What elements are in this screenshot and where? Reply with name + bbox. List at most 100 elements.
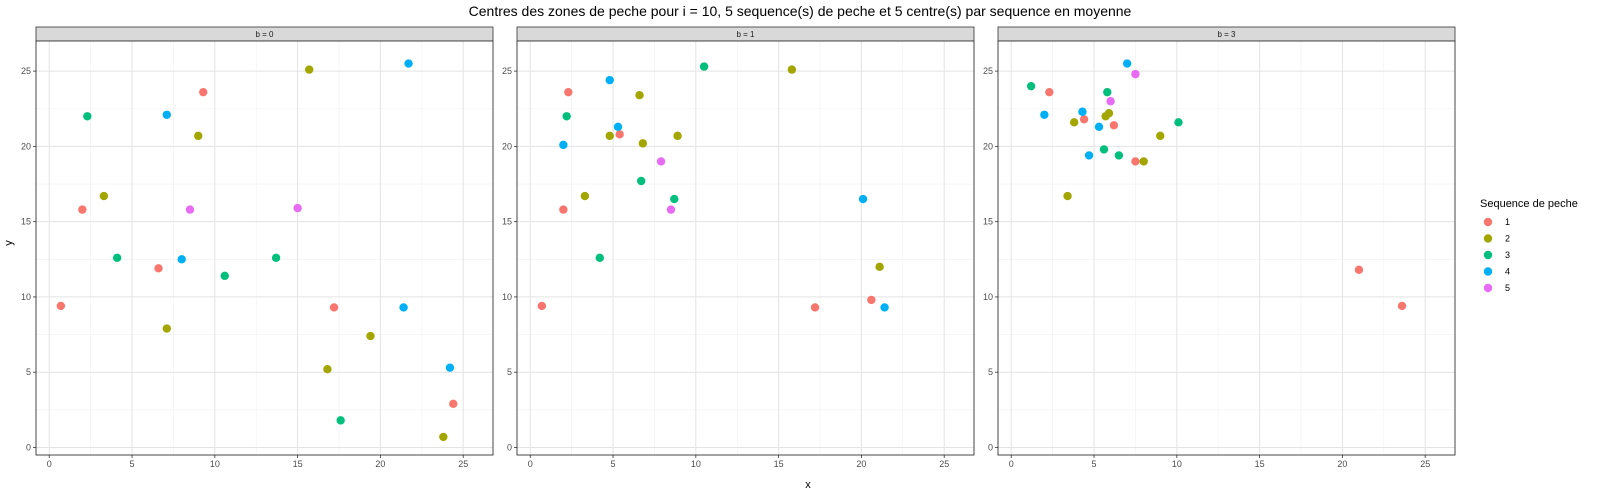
- x-tick-label: 20: [856, 459, 866, 469]
- data-point: [656, 157, 666, 166]
- panel-background: [517, 41, 974, 455]
- y-tick-label: 25: [502, 66, 512, 76]
- data-point: [404, 59, 413, 68]
- data-point: [305, 65, 314, 74]
- data-point: [1139, 157, 1148, 166]
- x-tick-label: 10: [1172, 459, 1182, 469]
- y-tick-label: 15: [983, 217, 993, 227]
- x-axis-title: x: [805, 479, 811, 491]
- y-tick-label: 0: [988, 442, 993, 452]
- data-point: [1106, 97, 1115, 106]
- y-tick-label: 0: [26, 442, 31, 452]
- data-point: [162, 324, 172, 333]
- data-point: [336, 416, 345, 425]
- data-point: [787, 65, 797, 74]
- panel: b = 3 0 5 10 15 20 25 0 5 10 15 20 25: [983, 26, 1456, 469]
- data-point: [194, 131, 203, 141]
- x-tick-label: 20: [375, 459, 385, 469]
- x-tick-label: 5: [611, 459, 616, 469]
- data-point: [445, 363, 455, 372]
- y-tick-label: 20: [21, 141, 31, 151]
- data-point: [1099, 145, 1109, 154]
- data-point: [670, 194, 679, 204]
- data-point: [1069, 118, 1079, 127]
- data-point: [638, 139, 648, 148]
- facet-strip-label: b = 0: [255, 30, 274, 39]
- panel: b = 0 0 5 10 15 20 25 0 5 10 15 20 25: [21, 26, 494, 469]
- data-point: [636, 176, 646, 186]
- data-point: [185, 205, 195, 214]
- y-tick-label: 25: [983, 66, 993, 76]
- data-point: [1104, 109, 1114, 118]
- facet-strip-label: b = 3: [1217, 30, 1236, 39]
- data-point: [366, 331, 375, 341]
- data-point: [559, 140, 568, 150]
- data-point: [293, 203, 302, 213]
- data-point: [635, 90, 644, 100]
- x-tick-label: 10: [691, 459, 701, 469]
- legend: Sequence de peche 1 2 3 4 5: [1480, 198, 1578, 293]
- legend-key: [1483, 234, 1493, 243]
- data-point: [810, 303, 820, 312]
- x-tick-label: 25: [939, 459, 949, 469]
- y-tick-label: 10: [502, 292, 512, 302]
- data-point: [271, 253, 281, 262]
- data-point: [329, 303, 339, 312]
- data-point: [1026, 81, 1036, 91]
- data-point: [1131, 69, 1140, 79]
- data-point: [537, 301, 547, 311]
- data-point: [199, 87, 208, 97]
- data-point: [1122, 59, 1132, 68]
- data-point: [564, 87, 573, 97]
- y-tick-label: 15: [502, 217, 512, 227]
- data-point: [562, 112, 571, 121]
- y-tick-label: 5: [507, 367, 512, 377]
- panel-background: [998, 41, 1455, 455]
- data-point: [1079, 115, 1089, 124]
- data-point: [605, 75, 614, 85]
- y-tick-label: 10: [21, 292, 31, 302]
- x-tick-label: 5: [130, 459, 135, 469]
- y-tick-label: 5: [26, 367, 31, 377]
- data-point: [605, 131, 614, 141]
- data-point: [1063, 191, 1072, 201]
- y-axis-title: y: [3, 240, 15, 246]
- x-tick-label: 25: [1420, 459, 1430, 469]
- data-point: [1040, 110, 1049, 119]
- data-point: [880, 303, 889, 312]
- data-point: [1397, 301, 1407, 311]
- data-point: [1114, 151, 1124, 160]
- data-point: [1354, 265, 1364, 275]
- chart-title: Centres des zones de peche pour i = 10, …: [469, 3, 1132, 19]
- data-point: [1094, 122, 1104, 132]
- data-point: [1174, 118, 1183, 127]
- data-point: [580, 191, 590, 201]
- data-point: [220, 271, 229, 281]
- data-point: [1109, 121, 1119, 130]
- data-point: [875, 262, 884, 272]
- y-tick-label: 20: [983, 141, 993, 151]
- x-tick-label: 0: [528, 459, 533, 469]
- y-tick-label: 15: [21, 217, 31, 227]
- y-tick-label: 25: [21, 66, 31, 76]
- data-point: [858, 194, 868, 204]
- data-point: [177, 255, 186, 264]
- legend-label: 2: [1505, 234, 1510, 244]
- panels: b = 0 0 5 10 15 20 25 0 5 10 15 20 25 b = 1 0 5 10 15 20 25…: [21, 26, 1456, 469]
- data-point: [99, 191, 109, 201]
- panel-border: [35, 40, 494, 456]
- data-point: [449, 399, 458, 409]
- legend-key: [1483, 217, 1493, 227]
- legend-label: 4: [1505, 267, 1510, 277]
- x-tick-label: 15: [1255, 459, 1265, 469]
- data-point: [439, 432, 448, 442]
- x-tick-label: 0: [47, 459, 52, 469]
- x-tick-label: 25: [458, 459, 468, 469]
- x-tick-label: 10: [210, 459, 220, 469]
- data-point: [1103, 87, 1112, 97]
- data-point: [1084, 151, 1094, 160]
- y-tick-label: 0: [507, 442, 512, 452]
- panel: b = 1 0 5 10 15 20 25 0 5 10 15 20 25: [502, 26, 975, 469]
- legend-label: 5: [1505, 283, 1510, 293]
- y-tick-label: 20: [502, 141, 512, 151]
